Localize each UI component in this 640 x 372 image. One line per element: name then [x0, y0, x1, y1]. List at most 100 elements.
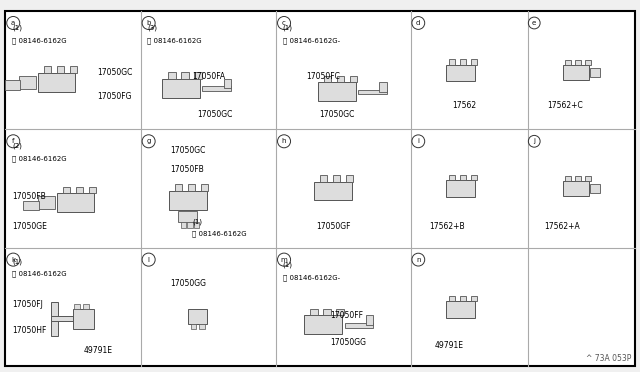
Bar — [38, 196, 56, 209]
Text: m: m — [281, 257, 287, 263]
Text: 17050GG: 17050GG — [330, 338, 366, 347]
Text: 17562+C: 17562+C — [547, 101, 583, 110]
Bar — [449, 59, 455, 64]
Bar — [38, 73, 76, 92]
Text: 17050GC: 17050GC — [319, 110, 355, 119]
Bar — [380, 82, 387, 92]
Text: 17050GG: 17050GG — [170, 279, 206, 288]
Bar — [175, 185, 182, 191]
Bar — [318, 82, 356, 101]
Bar — [51, 302, 58, 336]
Text: Ⓑ 08146-6162G: Ⓑ 08146-6162G — [12, 38, 67, 44]
Text: 49791E: 49791E — [435, 340, 463, 350]
Bar — [563, 181, 589, 196]
Text: 17050FJ: 17050FJ — [12, 300, 43, 309]
Text: (1): (1) — [283, 261, 292, 267]
Text: 17050GC: 17050GC — [170, 146, 205, 155]
Text: 17050FB: 17050FB — [12, 192, 45, 201]
Text: (3): (3) — [147, 25, 157, 31]
Bar — [345, 323, 373, 328]
Text: 17050GF: 17050GF — [317, 222, 351, 231]
Text: c: c — [282, 20, 286, 26]
Bar — [188, 310, 207, 324]
Text: (1): (1) — [12, 259, 22, 265]
Text: k: k — [11, 257, 15, 263]
Text: ^ 73A 053P: ^ 73A 053P — [586, 355, 631, 363]
Bar — [162, 78, 200, 97]
Text: (1): (1) — [283, 25, 292, 31]
Text: (2): (2) — [12, 143, 22, 149]
Bar — [76, 187, 83, 193]
Bar — [324, 76, 332, 82]
Text: g: g — [147, 138, 151, 144]
Bar — [575, 60, 581, 65]
Bar — [168, 72, 176, 78]
Bar — [333, 175, 340, 182]
Text: a: a — [11, 20, 15, 26]
Bar — [445, 301, 475, 318]
Text: 17050GC: 17050GC — [197, 110, 233, 119]
Bar — [83, 304, 90, 309]
Bar — [51, 317, 83, 321]
Bar — [188, 185, 195, 191]
Text: h: h — [282, 138, 286, 144]
Text: (1): (1) — [12, 25, 22, 31]
Bar — [337, 76, 344, 82]
Text: (1): (1) — [192, 218, 202, 225]
Bar — [194, 222, 199, 228]
Bar — [63, 187, 70, 193]
Bar — [591, 184, 600, 193]
Text: Ⓑ 08146-6162G: Ⓑ 08146-6162G — [12, 156, 67, 162]
Bar — [73, 309, 94, 329]
Bar — [358, 90, 387, 94]
Bar — [563, 65, 589, 80]
Bar — [19, 76, 36, 89]
Text: 17050FC: 17050FC — [306, 72, 340, 81]
Bar — [320, 175, 327, 182]
Bar — [179, 211, 197, 222]
Bar — [56, 193, 95, 212]
Text: 17050FF: 17050FF — [330, 311, 363, 320]
Bar — [169, 191, 207, 210]
Bar — [202, 86, 231, 91]
Bar — [56, 66, 64, 73]
Bar — [199, 324, 205, 329]
Bar — [194, 72, 202, 78]
Text: Ⓑ 08146-6162G: Ⓑ 08146-6162G — [147, 38, 202, 44]
Bar — [224, 78, 231, 88]
Bar — [470, 296, 477, 301]
Text: b: b — [147, 20, 151, 26]
Bar — [460, 59, 466, 64]
Bar — [191, 324, 196, 329]
Bar — [565, 176, 571, 181]
Text: d: d — [416, 20, 420, 26]
Text: Ⓑ 08146-6162G: Ⓑ 08146-6162G — [192, 230, 246, 237]
Text: 49791E: 49791E — [84, 346, 113, 356]
Bar — [470, 59, 477, 64]
Bar — [188, 222, 193, 228]
Bar — [445, 64, 475, 81]
Bar — [44, 66, 51, 73]
Text: j: j — [533, 138, 535, 144]
Bar — [366, 315, 373, 325]
Bar — [305, 315, 342, 334]
Bar — [337, 309, 344, 315]
Bar — [74, 304, 80, 309]
Text: 17050HF: 17050HF — [12, 326, 46, 335]
Bar — [346, 175, 353, 182]
Bar — [88, 187, 96, 193]
Bar — [445, 180, 475, 197]
Text: 17050GC: 17050GC — [97, 68, 132, 77]
Text: 17050FG: 17050FG — [97, 92, 132, 101]
Text: e: e — [532, 20, 536, 26]
Bar — [449, 175, 455, 180]
Text: l: l — [148, 257, 150, 263]
Bar — [460, 296, 466, 301]
Bar — [201, 185, 209, 191]
Bar — [24, 201, 39, 211]
Bar — [565, 60, 571, 65]
Bar — [4, 80, 20, 90]
Bar — [575, 176, 581, 181]
Bar — [586, 60, 591, 65]
Bar — [310, 309, 318, 315]
